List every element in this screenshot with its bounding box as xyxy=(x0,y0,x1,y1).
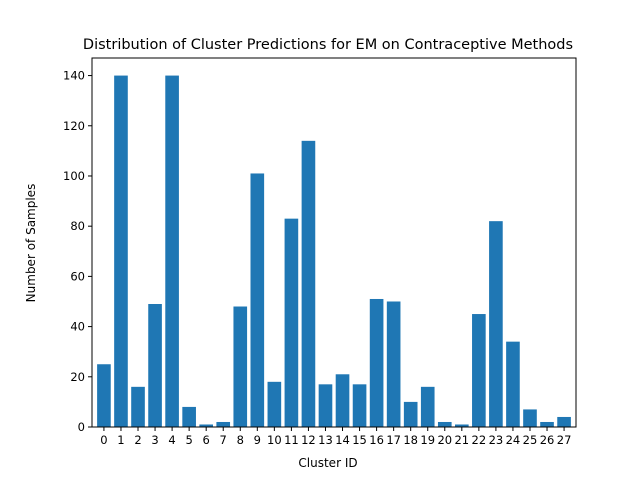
bar-cluster-26 xyxy=(540,421,554,427)
x-tick-label: 12 xyxy=(301,433,316,447)
x-tick-label: 17 xyxy=(386,433,401,447)
bar-cluster-9 xyxy=(250,173,265,427)
x-tick-label: 20 xyxy=(437,433,452,447)
x-tick-label: 15 xyxy=(352,433,367,447)
bar-cluster-13 xyxy=(318,384,333,427)
chart-title: Distribution of Cluster Predictions for … xyxy=(83,37,573,53)
bar-cluster-7 xyxy=(216,421,231,427)
x-tick-label: 24 xyxy=(506,433,521,447)
bar-cluster-10 xyxy=(267,381,282,427)
y-tick-label: 120 xyxy=(63,119,85,133)
bar-cluster-6 xyxy=(199,424,213,427)
bar-cluster-18 xyxy=(403,401,418,427)
x-tick-label: 26 xyxy=(540,433,555,447)
x-axis-ticks: 0 1 2 3 4 5 6 7 8 9 10 11 12 13 14 15 16 17 18 19 20 21 22 23 24… xyxy=(100,427,571,447)
y-tick-label: 140 xyxy=(63,69,85,83)
x-tick-label: 16 xyxy=(369,433,384,447)
x-tick-label: 1 xyxy=(117,433,124,447)
y-tick-label: 0 xyxy=(78,420,85,434)
x-tick-label: 14 xyxy=(335,433,350,447)
bar-cluster-8 xyxy=(233,306,248,427)
y-tick-label: 40 xyxy=(70,320,85,334)
bar-cluster-17 xyxy=(386,301,401,427)
bar-cluster-22 xyxy=(472,314,486,427)
x-tick-label: 19 xyxy=(420,433,435,447)
x-tick-label: 13 xyxy=(318,433,333,447)
x-tick-label: 10 xyxy=(267,433,282,447)
y-axis-ticks: 0 20 40 60 80 100 120 140 xyxy=(63,69,92,434)
bar-cluster-19 xyxy=(420,386,435,427)
x-tick-label: 22 xyxy=(472,433,487,447)
x-tick-label: 11 xyxy=(284,433,299,447)
x-tick-label: 9 xyxy=(254,433,261,447)
bar-cluster-1 xyxy=(114,75,128,428)
x-tick-label: 0 xyxy=(100,433,107,447)
x-tick-label: 27 xyxy=(557,433,572,447)
x-axis-label: Cluster ID xyxy=(298,456,357,470)
x-tick-label: 6 xyxy=(203,433,210,447)
bars-group xyxy=(97,75,571,428)
bar-cluster-5 xyxy=(182,406,196,427)
bar-cluster-21 xyxy=(455,424,469,427)
y-tick-label: 60 xyxy=(70,269,85,283)
bar-cluster-12 xyxy=(301,140,316,427)
bar-cluster-23 xyxy=(489,221,503,427)
x-tick-label: 5 xyxy=(185,433,192,447)
x-tick-label: 7 xyxy=(220,433,227,447)
bar-cluster-11 xyxy=(284,218,299,427)
bar-cluster-25 xyxy=(523,409,537,427)
plot-frame xyxy=(91,57,577,428)
bar-cluster-3 xyxy=(148,304,162,427)
x-tick-label: 4 xyxy=(168,433,175,447)
x-tick-label: 23 xyxy=(489,433,504,447)
y-tick-label: 100 xyxy=(63,169,85,183)
x-tick-label: 3 xyxy=(151,433,158,447)
y-axis-label: Number of Samples xyxy=(24,184,38,303)
bar-cluster-27 xyxy=(557,416,571,427)
x-tick-label: 21 xyxy=(454,433,469,447)
bar-cluster-2 xyxy=(131,386,145,427)
x-tick-label: 2 xyxy=(134,433,141,447)
bar-cluster-0 xyxy=(97,364,111,427)
bar-cluster-4 xyxy=(165,75,179,428)
bar-cluster-24 xyxy=(506,341,520,427)
x-tick-label: 25 xyxy=(523,433,538,447)
x-tick-label: 18 xyxy=(403,433,418,447)
bar-cluster-16 xyxy=(369,298,384,427)
bar-cluster-14 xyxy=(335,374,350,427)
x-tick-label: 8 xyxy=(237,433,244,447)
bar-cluster-15 xyxy=(352,384,367,427)
y-tick-label: 20 xyxy=(70,370,85,384)
y-tick-label: 80 xyxy=(70,219,85,233)
bar-cluster-20 xyxy=(437,421,452,427)
